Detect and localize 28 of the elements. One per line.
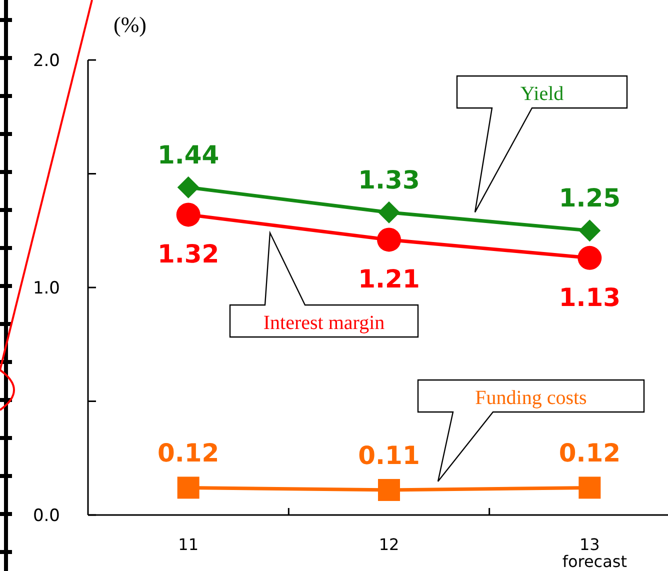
point	[578, 220, 601, 242]
data-label: 1.33	[358, 165, 420, 194]
data-label: 1.32	[157, 240, 220, 269]
x-tick-label: 11	[178, 535, 199, 554]
text: Yield	[520, 83, 564, 105]
data-label: 0.12	[157, 438, 220, 468]
data-label: 1.44	[157, 140, 220, 170]
point	[176, 202, 200, 227]
text: Funding costs	[475, 387, 588, 409]
text: Interest margin	[263, 312, 385, 334]
point	[578, 246, 602, 270]
x-tick-label: 13 forecast	[562, 535, 628, 571]
point	[378, 478, 400, 501]
point	[377, 228, 401, 252]
point	[378, 201, 400, 224]
y-tick-label: 2.0	[32, 51, 60, 71]
y-tick-label: 0.0	[32, 506, 60, 526]
data-label: 1.21	[358, 264, 420, 294]
y-axis-title: (%)	[114, 12, 146, 37]
x-tick-label: 12	[378, 535, 400, 554]
data-label: 0.12	[558, 438, 621, 468]
data-label: 1.13	[558, 282, 621, 312]
point	[578, 476, 601, 499]
point	[177, 176, 200, 198]
point	[177, 476, 200, 499]
data-label: 1.25	[558, 184, 621, 213]
y-tick-label: 1.0	[32, 278, 60, 298]
data-label: 0.11	[358, 440, 420, 470]
